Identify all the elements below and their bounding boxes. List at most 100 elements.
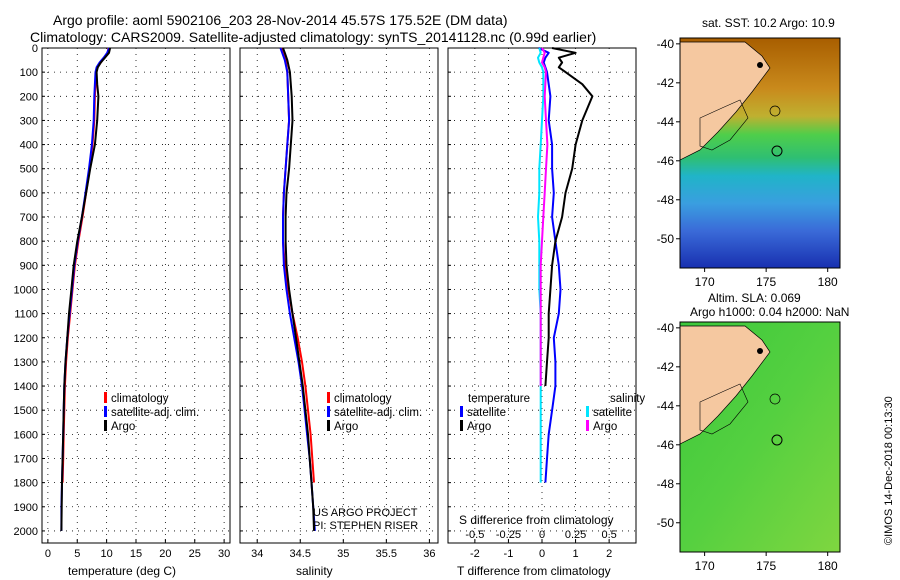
x-tick-label: 15 xyxy=(130,548,142,560)
island-outline xyxy=(769,393,781,405)
map-x-tick-label: 180 xyxy=(818,559,838,573)
legend-label: Argo xyxy=(334,421,358,433)
y-tick-label: 900 xyxy=(20,260,38,272)
sla-map-title-line2: Argo h1000: 0.04 h2000: NaN xyxy=(690,305,849,319)
y-tick-label: 200 xyxy=(20,91,38,103)
legend-title-temperature: temperature xyxy=(468,393,530,405)
map-y-tick-label: -46 xyxy=(657,438,675,452)
difference-panel: -2 -1 0 1 2 -0.5 -0.25 0 0.25 0.5 xyxy=(447,47,637,560)
float-position-marker xyxy=(771,434,783,446)
x-tick-label: 2 xyxy=(606,548,612,560)
x-tick-label: 36 xyxy=(423,548,435,560)
sla-map: Altim. SLA: 0.069 Argo h1000: 0.04 h2000… xyxy=(657,291,850,573)
credit-pi: PI: STEPHEN RISER xyxy=(313,520,418,532)
legend-swatch-s-satellite xyxy=(586,406,589,417)
y-tick-label: 0 xyxy=(32,43,38,55)
legend-label: Argo xyxy=(467,421,491,433)
new-zealand-land xyxy=(680,41,771,161)
map-x-tick-label: 170 xyxy=(695,275,715,289)
x-tick-label: 34 xyxy=(251,548,263,560)
series-line-satellite-adj-clim- xyxy=(60,47,110,531)
depth-contour xyxy=(699,383,749,435)
map-x-tick-label: 175 xyxy=(756,275,776,289)
x-tick-label: -1 xyxy=(504,548,514,560)
map-y-tick-label: -44 xyxy=(657,115,675,129)
map-y-tick-label: -50 xyxy=(657,232,675,246)
salinity-xlabel: salinity xyxy=(296,564,333,578)
legend-swatch-satellite xyxy=(327,406,330,417)
x-tick-label: 5 xyxy=(74,548,80,560)
y-tick-label: 1000 xyxy=(14,284,38,296)
salinity-legend: climatology satellite-adj. clim. Argo xyxy=(327,392,422,433)
temperature-legend: climatology satellite-adj. clim. Argo xyxy=(104,392,199,433)
map-y-tick-label: -48 xyxy=(657,477,675,491)
coast-feature xyxy=(757,62,763,68)
y-tick-label: 1200 xyxy=(14,333,38,345)
x-tick-label: 34.5 xyxy=(290,548,311,560)
figure-title-line1: Argo profile: aoml 5902106_203 28-Nov-20… xyxy=(53,12,508,28)
series-line-s-satellite xyxy=(537,47,545,483)
y-tick-label: 1100 xyxy=(14,309,38,321)
y-tick-label: 1600 xyxy=(14,429,38,441)
depth-contour xyxy=(699,99,749,151)
temperature-panel: 0 5 10 15 20 25 300100200300400500600700800900… xyxy=(14,43,231,560)
map-y-tick-label: -44 xyxy=(657,399,675,413)
x-tick-label-s: 0.25 xyxy=(565,529,586,541)
difference-xlabel-top: S difference from climatology xyxy=(459,513,614,527)
x-tick-label: 0 xyxy=(539,548,545,560)
island-outline xyxy=(769,105,781,117)
coast-feature xyxy=(757,348,763,354)
series-line-s-argo xyxy=(539,47,549,386)
x-tick-label-s: -0.5 xyxy=(465,529,484,541)
y-tick-label: 800 xyxy=(20,236,38,248)
credit-project: US ARGO PROJECT xyxy=(313,507,418,519)
legend-swatch-argo xyxy=(327,420,330,431)
legend-label: Argo xyxy=(111,421,135,433)
salinity-panel: 34 34.5 35 35.5 36 xyxy=(239,47,439,560)
x-tick-label: 10 xyxy=(101,548,113,560)
map-y-tick-label: -40 xyxy=(657,37,675,51)
difference-xlabel: T difference from climatology xyxy=(457,564,611,578)
x-tick-label-s: 0.5 xyxy=(601,529,616,541)
y-tick-label: 700 xyxy=(20,212,38,224)
legend-title-salinity: salinity xyxy=(610,393,645,405)
sst-map-title: sat. SST: 10.2 Argo: 10.9 xyxy=(702,16,835,30)
y-tick-label: 1900 xyxy=(14,502,38,514)
y-tick-label: 1400 xyxy=(14,381,38,393)
legend-label: climatology xyxy=(111,393,169,405)
legend-swatch-argo xyxy=(104,420,107,431)
difference-legend: temperature salinity satellite Argo sate… xyxy=(460,393,645,433)
legend-label: Argo xyxy=(593,421,617,433)
x-tick-label: 35 xyxy=(337,548,349,560)
sla-map-title-line1: Altim. SLA: 0.069 xyxy=(708,291,801,305)
y-tick-label: 500 xyxy=(20,164,38,176)
y-tick-label: 1800 xyxy=(14,478,38,490)
legend-swatch-t-argo xyxy=(460,420,463,431)
series-line-climatology xyxy=(61,47,110,483)
map-y-tick-label: -40 xyxy=(657,321,675,335)
map-x-tick-label: 175 xyxy=(756,559,776,573)
x-tick-label: 25 xyxy=(189,548,201,560)
legend-label: satellite-adj. clim. xyxy=(334,407,422,419)
legend-swatch-t-satellite xyxy=(460,406,463,417)
legend-label: satellite xyxy=(593,407,632,419)
y-tick-label: 300 xyxy=(20,115,38,127)
map-y-tick-label: -48 xyxy=(657,193,675,207)
x-tick-label-s: 0 xyxy=(539,529,545,541)
legend-swatch-climatology xyxy=(104,392,107,403)
y-tick-label: 1700 xyxy=(14,453,38,465)
y-tick-label: 100 xyxy=(20,67,38,79)
sst-map: sat. SST: 10.2 Argo: 10.9 170 175 180 -40 -4… xyxy=(657,16,841,289)
legend-swatch-s-argo xyxy=(586,420,589,431)
float-position-marker xyxy=(771,145,783,157)
series-line-t-argo xyxy=(544,47,594,387)
legend-swatch-satellite xyxy=(104,406,107,417)
series-line-argo xyxy=(282,47,315,531)
axes-frame xyxy=(239,47,439,544)
x-tick-label: 0 xyxy=(45,548,51,560)
legend-label: satellite-adj. clim. xyxy=(111,407,199,419)
figure-title-line2: Climatology: CARS2009. Satellite-adjuste… xyxy=(30,29,596,45)
sla-map-frame xyxy=(679,321,841,553)
new-zealand-land xyxy=(680,325,771,445)
